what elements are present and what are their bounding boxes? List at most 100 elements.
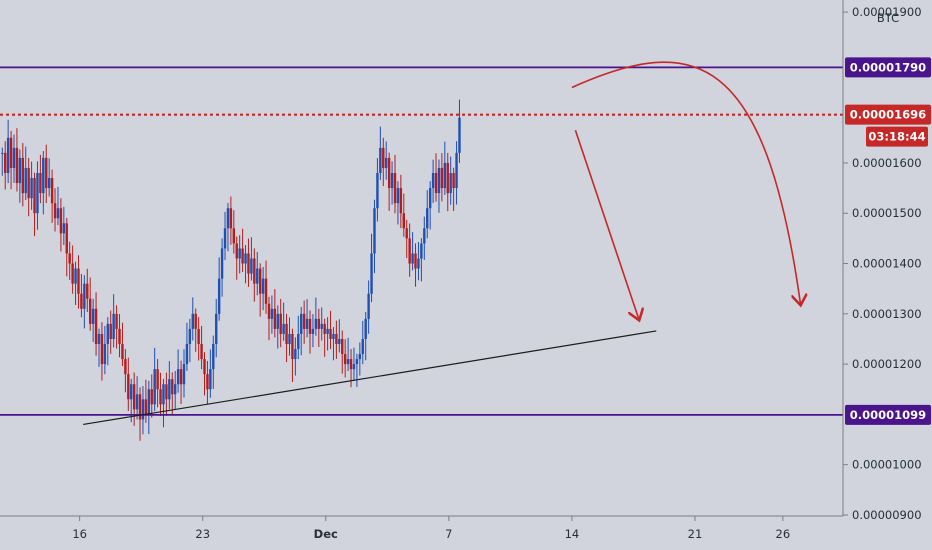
candle bbox=[209, 349, 212, 398]
candle-body bbox=[276, 313, 279, 329]
candle-body bbox=[130, 384, 133, 400]
candle bbox=[74, 261, 77, 305]
candle bbox=[291, 328, 294, 382]
candle bbox=[250, 237, 253, 281]
candle-body bbox=[443, 162, 447, 189]
candle-body bbox=[329, 328, 332, 339]
candle bbox=[109, 310, 112, 354]
candle bbox=[86, 268, 89, 313]
candle bbox=[261, 266, 265, 311]
candle bbox=[203, 352, 206, 396]
candle-body bbox=[323, 323, 326, 334]
candle bbox=[314, 297, 318, 336]
candle-body bbox=[194, 313, 197, 329]
candle bbox=[71, 245, 74, 294]
candle bbox=[80, 274, 83, 318]
candle-body bbox=[235, 243, 238, 259]
candle-body bbox=[423, 228, 426, 244]
candle bbox=[405, 219, 408, 259]
candle-body bbox=[305, 318, 309, 329]
candle bbox=[440, 153, 444, 202]
time-tick-label: 7 bbox=[445, 527, 452, 541]
candle-body bbox=[39, 173, 42, 194]
candle bbox=[135, 376, 139, 420]
candle-body bbox=[431, 173, 435, 189]
price-tick-label: 0.00001600 bbox=[852, 156, 922, 170]
candle bbox=[103, 325, 107, 375]
candle bbox=[42, 151, 45, 215]
resistance-badge[interactable]: 0.00001790 bbox=[845, 57, 931, 78]
candle-body bbox=[212, 344, 215, 370]
candle-body bbox=[97, 333, 101, 344]
support-badge[interactable]: 0.00001099 bbox=[845, 404, 931, 425]
candle-body bbox=[135, 394, 139, 410]
badge-price-text: 0.00001790 bbox=[850, 60, 926, 74]
candle bbox=[367, 280, 370, 334]
candle-body bbox=[449, 173, 452, 194]
candle-body bbox=[273, 308, 277, 329]
candle bbox=[235, 236, 238, 280]
candle bbox=[276, 305, 279, 349]
drawings-layer bbox=[83, 61, 801, 426]
candle bbox=[311, 314, 315, 348]
candle-body bbox=[118, 328, 121, 344]
price-tick-label: 0.00001400 bbox=[852, 257, 922, 271]
candle-body bbox=[45, 157, 48, 189]
candle bbox=[379, 126, 382, 180]
candle bbox=[173, 370, 177, 410]
candle-body bbox=[232, 228, 236, 244]
candle bbox=[326, 317, 329, 351]
candle-body bbox=[399, 188, 403, 214]
candle-body bbox=[352, 364, 356, 370]
candle bbox=[141, 386, 145, 435]
candle bbox=[282, 302, 285, 341]
candle bbox=[382, 137, 385, 187]
price-tick-label: 0.00001200 bbox=[852, 357, 922, 371]
time-axis[interactable]: 16 23 Dec 7 14 21 26 bbox=[0, 515, 843, 541]
badge-background bbox=[845, 404, 931, 425]
candle bbox=[124, 349, 127, 393]
candle bbox=[446, 152, 449, 212]
candle-body bbox=[332, 333, 335, 339]
candle bbox=[385, 141, 388, 180]
current-price-badge[interactable]: 0.00001696 bbox=[845, 104, 931, 125]
arc-then-drop-arrow[interactable] bbox=[571, 61, 801, 304]
candle bbox=[115, 305, 118, 349]
candle bbox=[434, 153, 438, 202]
short-term-drop-arrow[interactable] bbox=[574, 130, 638, 319]
candle bbox=[402, 193, 405, 237]
time-tick-label: 16 bbox=[72, 527, 87, 541]
price-tick-label: 0.00001300 bbox=[852, 307, 922, 321]
candle bbox=[36, 161, 39, 230]
candle-body bbox=[238, 248, 241, 259]
candle bbox=[176, 349, 180, 393]
candle bbox=[68, 241, 71, 281]
candle bbox=[165, 372, 168, 416]
candle bbox=[352, 347, 356, 381]
candle-body bbox=[56, 208, 60, 219]
candle bbox=[399, 174, 403, 229]
price-axis[interactable]: BTC 0.000019000.000016000.000015000.0000… bbox=[842, 0, 932, 522]
time-tick-label: 23 bbox=[195, 527, 210, 541]
time-tick-label: 21 bbox=[688, 527, 703, 541]
candle-body bbox=[71, 263, 74, 284]
candle bbox=[346, 337, 350, 371]
candle bbox=[91, 298, 95, 342]
candle-body bbox=[244, 253, 247, 264]
candle-body bbox=[382, 147, 385, 168]
candle-body bbox=[27, 167, 30, 199]
candle-body bbox=[36, 173, 39, 214]
candle-body bbox=[335, 333, 338, 344]
candle bbox=[30, 161, 33, 210]
candle-body bbox=[156, 369, 159, 390]
candle bbox=[77, 255, 80, 309]
badge-price-text: 0.00001099 bbox=[850, 408, 926, 422]
candle-body bbox=[253, 258, 256, 284]
candle bbox=[24, 146, 27, 201]
candle-body bbox=[250, 258, 253, 274]
candle bbox=[21, 143, 25, 207]
candle bbox=[300, 306, 303, 356]
trendline[interactable] bbox=[83, 330, 657, 426]
candle-body bbox=[173, 384, 177, 395]
